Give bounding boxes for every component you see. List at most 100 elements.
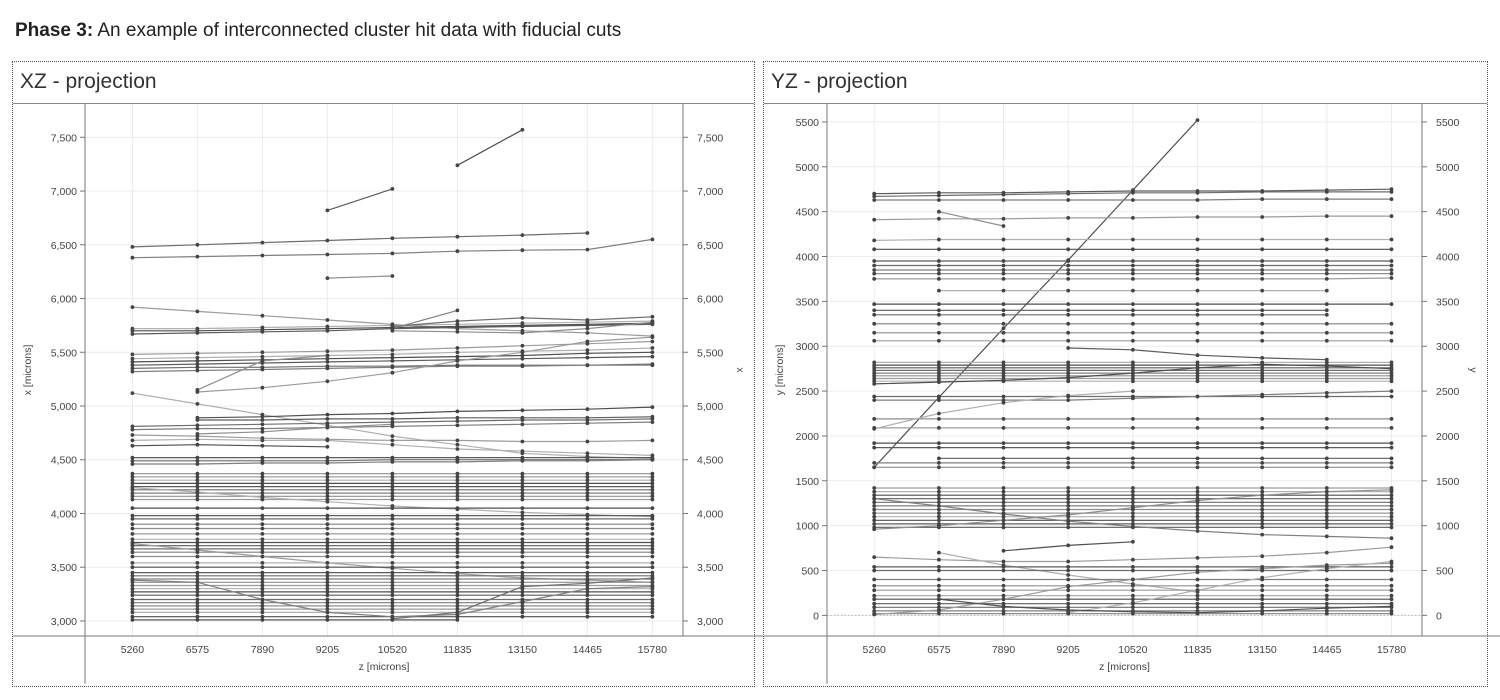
hit-point <box>390 593 395 598</box>
hit-point <box>1324 504 1329 508</box>
y-tick-label: 5000 <box>796 162 820 174</box>
hit-point <box>390 478 395 483</box>
x-tick-label: 15780 <box>638 644 667 656</box>
hit-point <box>260 513 265 518</box>
hit-point <box>455 346 460 350</box>
hit-point <box>455 513 460 518</box>
hit-point <box>260 586 265 591</box>
hit-point <box>1324 364 1329 368</box>
hit-point <box>1324 288 1329 293</box>
hit-point <box>650 420 655 424</box>
hit-point <box>1131 271 1135 276</box>
hit-point <box>1131 500 1135 505</box>
hit-point <box>1131 609 1135 614</box>
hit-point <box>1324 263 1329 268</box>
hit-point <box>872 382 877 386</box>
hit-point <box>872 518 877 523</box>
hit-point <box>520 248 525 253</box>
hit-point <box>195 331 200 335</box>
hit-point <box>390 532 395 536</box>
hit-point <box>650 494 655 499</box>
hit-point <box>1001 604 1006 609</box>
hit-point <box>455 561 460 565</box>
hit-point <box>1260 426 1265 430</box>
hit-point <box>260 313 265 318</box>
hit-point <box>872 441 877 445</box>
hit-point <box>1389 426 1394 430</box>
hit-point <box>195 532 200 536</box>
hit-point <box>1389 601 1394 606</box>
hit-point <box>455 570 460 575</box>
hit-point <box>130 583 135 588</box>
hit-point <box>872 489 877 494</box>
hit-point <box>260 329 265 334</box>
hit-point <box>585 550 590 555</box>
hit-point <box>1131 263 1135 268</box>
hit-point <box>650 522 655 527</box>
hit-point <box>1066 608 1071 612</box>
hit-point <box>1066 486 1071 490</box>
hit-point <box>872 568 877 573</box>
hit-point <box>1389 611 1394 616</box>
hit-point <box>1001 192 1006 197</box>
series-group <box>872 118 1394 617</box>
hit-point <box>1066 456 1071 461</box>
hit-point <box>1066 360 1071 365</box>
hit-point <box>1195 190 1200 195</box>
hit-point <box>1195 493 1200 498</box>
hit-point <box>130 614 135 619</box>
hit-point <box>1001 593 1006 598</box>
hit-point <box>1131 600 1135 605</box>
page-title-text: An example of interconnected cluster hit… <box>93 20 622 41</box>
hit-point <box>650 484 655 489</box>
hit-point <box>1066 321 1071 326</box>
y-tick-label: 1000 <box>796 521 820 533</box>
hit-point <box>1066 445 1071 450</box>
hit-point <box>937 523 941 528</box>
hit-point <box>1195 426 1200 430</box>
hit-point <box>325 421 330 426</box>
hit-point <box>1260 215 1265 219</box>
hit-point <box>1001 338 1006 343</box>
hit-point <box>872 486 877 490</box>
hit-point <box>1195 371 1200 375</box>
hit-point <box>937 605 941 610</box>
hit-point <box>130 443 135 448</box>
hit-point <box>1066 605 1071 610</box>
hit-point <box>390 565 395 570</box>
hit-point <box>1260 271 1265 276</box>
hit-point <box>650 600 655 605</box>
hit-point <box>937 565 941 569</box>
y-tick-label: 3000 <box>796 341 820 353</box>
hit-point <box>937 198 941 202</box>
hit-point <box>1195 321 1200 326</box>
hit-point <box>390 540 395 545</box>
hit-point <box>1131 426 1135 430</box>
hit-point <box>1131 465 1135 470</box>
hit-point <box>195 522 200 527</box>
hit-point <box>1131 198 1135 202</box>
hit-point <box>1324 302 1329 306</box>
hit-point <box>390 506 395 510</box>
hit-point <box>650 547 655 551</box>
hit-point <box>130 478 135 483</box>
hit-point <box>1260 566 1265 571</box>
hit-point <box>585 570 590 575</box>
hit-point <box>390 497 395 502</box>
hit-point <box>195 494 200 499</box>
hit-point <box>937 601 941 606</box>
hit-point <box>1389 271 1394 276</box>
hit-point <box>1195 365 1200 370</box>
hit-point <box>872 426 877 431</box>
hit-point <box>260 570 265 575</box>
track-line <box>197 406 653 419</box>
hit-point <box>130 471 135 476</box>
hit-point <box>937 216 941 221</box>
hit-point <box>1389 456 1394 461</box>
hit-point <box>1195 588 1200 593</box>
hit-point <box>937 577 941 582</box>
track-line <box>132 232 588 248</box>
hit-point <box>325 517 330 521</box>
y2-axis-label: x <box>734 367 746 373</box>
hit-point <box>585 491 590 495</box>
